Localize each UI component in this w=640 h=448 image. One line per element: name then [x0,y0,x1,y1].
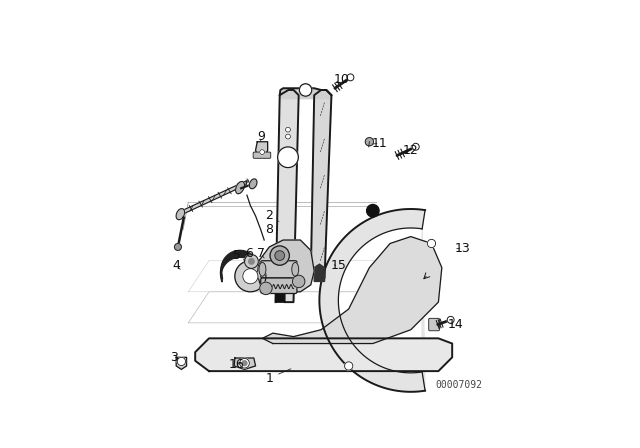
Circle shape [278,147,298,168]
Circle shape [177,358,186,366]
Text: 10: 10 [334,73,349,86]
Text: 9: 9 [257,130,265,143]
Text: 5: 5 [232,249,245,262]
Text: 2: 2 [266,209,279,222]
Circle shape [347,74,354,81]
Text: 7: 7 [257,247,265,260]
Text: 4: 4 [172,259,180,272]
Polygon shape [280,88,332,99]
Text: 14: 14 [448,318,463,331]
FancyBboxPatch shape [253,152,271,158]
Circle shape [428,239,436,248]
Circle shape [367,204,379,217]
Polygon shape [314,264,324,281]
Polygon shape [195,338,452,371]
Circle shape [447,316,454,323]
Polygon shape [276,289,285,302]
Circle shape [249,258,254,264]
Circle shape [292,275,305,288]
Text: 12: 12 [403,144,419,157]
Polygon shape [255,142,268,155]
Circle shape [275,251,285,260]
Ellipse shape [250,179,257,189]
Text: 1: 1 [266,369,291,384]
Ellipse shape [176,209,184,220]
Polygon shape [257,240,314,292]
Polygon shape [311,90,332,278]
Text: 11: 11 [372,137,388,150]
Polygon shape [319,209,425,392]
Text: 16: 16 [228,358,244,371]
Circle shape [235,261,266,292]
FancyBboxPatch shape [260,261,297,278]
Circle shape [270,246,289,265]
Circle shape [240,358,250,368]
Text: 6: 6 [244,247,253,260]
Polygon shape [234,358,255,370]
Circle shape [285,127,291,132]
Circle shape [300,84,312,96]
Circle shape [242,361,247,366]
Text: 13: 13 [454,242,470,255]
Circle shape [243,269,258,284]
Circle shape [412,143,419,150]
Polygon shape [276,90,299,302]
Polygon shape [176,358,187,370]
Ellipse shape [236,181,244,194]
Circle shape [175,243,181,250]
Circle shape [365,138,374,146]
Text: 3: 3 [170,351,179,364]
FancyBboxPatch shape [429,319,440,331]
Text: 00007092: 00007092 [436,380,483,390]
Circle shape [285,134,291,139]
Ellipse shape [259,263,266,276]
Polygon shape [221,250,251,282]
Circle shape [344,362,353,370]
FancyBboxPatch shape [260,278,297,293]
Text: 8: 8 [266,223,276,236]
Polygon shape [179,181,246,216]
Circle shape [260,282,272,294]
Ellipse shape [292,263,299,276]
Circle shape [244,254,259,268]
Text: 15: 15 [330,259,346,272]
Circle shape [260,150,264,155]
Polygon shape [262,237,442,344]
